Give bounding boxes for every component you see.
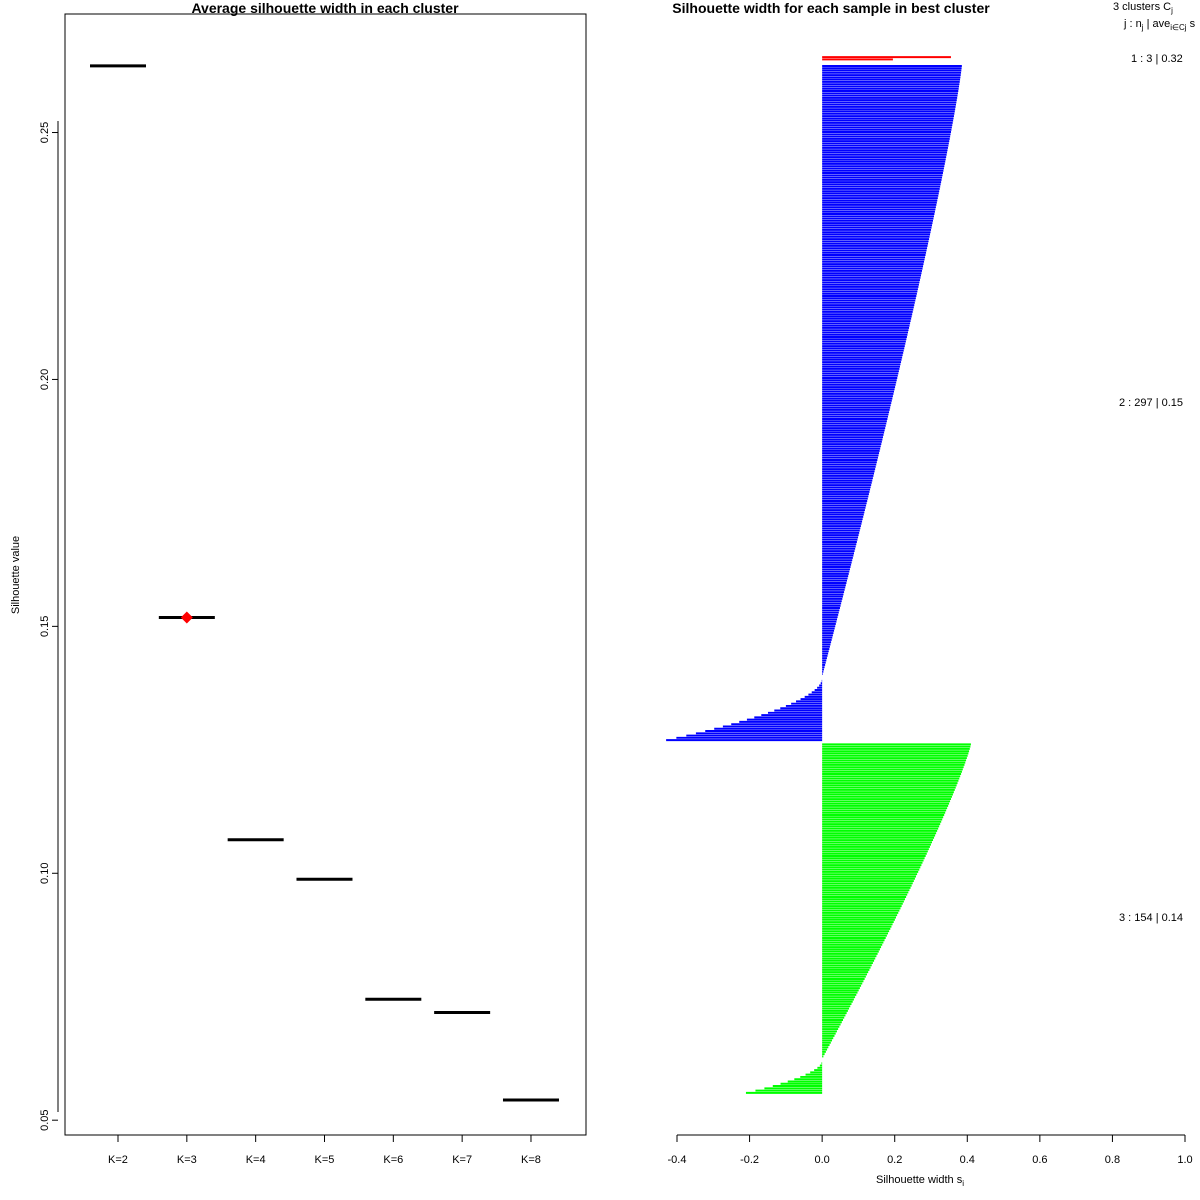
best-k-marker [180,611,193,624]
right-x-ticks: -0.4 -0.2 0.0 0.2 0.4 0.6 0.8 1.0 [668,1135,1193,1166]
cluster-3-bars [745,743,971,1094]
right-x-tick-label: 1.0 [1177,1154,1192,1166]
right-x-tick-label: 0.4 [960,1154,975,1166]
right-x-tick-label: 0.2 [887,1154,902,1166]
right-x-tick-label: 0.0 [814,1154,829,1166]
right-x-axis-label-sub: i [962,1179,964,1188]
left-x-tick-label: K=3 [177,1154,197,1166]
legend-header-clusters: 3 clusters Cj [1113,1,1173,15]
left-y-tick-label: 0.15 [39,616,51,637]
right-chart-title: Silhouette width for each sample in best… [672,0,990,16]
left-x-tick-label: K=7 [452,1154,472,1166]
legend-header-columns-sub2: i∈Cj [1170,23,1187,32]
left-y-ticks: 0.05 0.10 0.15 0.20 0.25 [39,122,58,1131]
right-x-axis-label-main: Silhouette width s [876,1174,963,1186]
left-marks [90,64,559,1102]
left-panel: Average silhouette width in each cluster… [10,0,587,1166]
left-x-tick-label: K=6 [383,1154,403,1166]
legend-header-columns-tail: s [1187,18,1196,30]
right-x-tick-label: -0.4 [668,1154,687,1166]
legend-header-columns: j : nj | avei∈Cj s [1123,18,1196,32]
legend-header-columns-rest: | ave [1144,18,1171,30]
cluster-2-bars [666,65,962,742]
right-legend: 3 clusters Cj j : nj | avei∈Cj s 1 : 3 |… [1113,1,1196,924]
cluster-label-1: 1 : 3 | 0.32 [1131,53,1183,65]
left-x-ticks: K=2 K=3 K=4 K=5 K=6 K=7 K=8 [108,1135,541,1166]
left-x-tick-label: K=8 [521,1154,541,1166]
left-y-tick-label: 0.20 [39,369,51,390]
cluster-label-2: 2 : 297 | 0.15 [1119,397,1183,409]
left-y-tick-label: 0.05 [39,1109,51,1130]
legend-header-clusters-text: 3 clusters C [1113,1,1171,13]
right-x-tick-label: 0.6 [1032,1154,1047,1166]
left-chart-title: Average silhouette width in each cluster [191,0,459,16]
cluster-1-bars [822,56,951,61]
legend-header-clusters-sub: j [1170,6,1173,15]
left-y-axis-label: Silhouette value [10,536,22,614]
left-plot-frame [64,13,587,1136]
left-x-tick-label: K=4 [246,1154,266,1166]
left-x-tick-label: K=2 [108,1154,128,1166]
right-bars [666,56,971,1094]
legend-header-columns-sub: j [1141,23,1144,32]
cluster-label-3: 3 : 154 | 0.14 [1119,912,1183,924]
right-x-tick-label: 0.8 [1105,1154,1120,1166]
left-y-tick-label: 0.10 [39,863,51,884]
right-panel: Silhouette width for each sample in best… [666,0,1196,1188]
left-y-tick-label: 0.25 [39,122,51,143]
right-x-axis-label: Silhouette width si [876,1174,964,1188]
legend-header-columns-text: j : n [1123,18,1142,30]
right-x-tick-label: -0.2 [740,1154,759,1166]
left-x-tick-label: K=5 [315,1154,335,1166]
